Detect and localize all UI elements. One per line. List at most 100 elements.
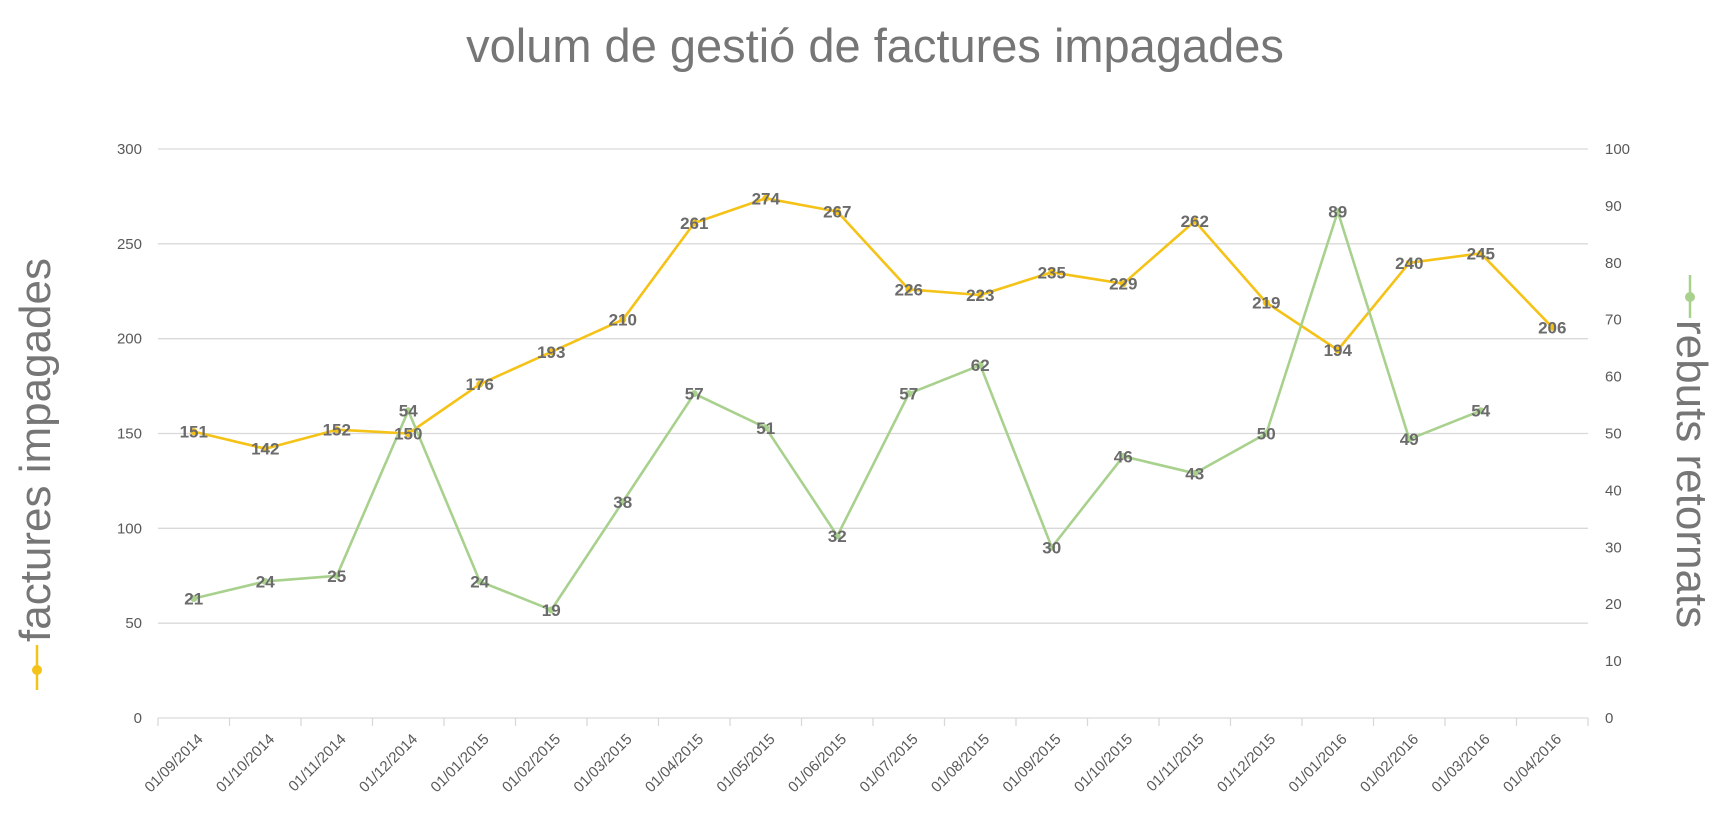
data-point [1405, 435, 1413, 443]
x-tick-label: 01/02/2015 [499, 731, 564, 796]
data-point [1191, 217, 1199, 225]
y-tick-label-left: 200 [117, 331, 142, 348]
x-tick-label: 01/01/2016 [1285, 731, 1350, 796]
x-tick-label: 01/11/2014 [285, 731, 349, 795]
data-label: 151 [180, 423, 208, 442]
data-label: 89 [1328, 203, 1347, 222]
data-label: 38 [613, 493, 632, 512]
x-tick-label: 01/09/2014 [141, 731, 206, 796]
data-point [1477, 249, 1485, 257]
data-label: 57 [899, 385, 918, 404]
data-label: 210 [609, 311, 637, 330]
y-tick-label-right: 30 [1605, 539, 1622, 556]
y-tick-label-right: 70 [1605, 312, 1622, 329]
gridlines [158, 148, 1588, 719]
x-tick-label: 01/03/2016 [1428, 731, 1493, 796]
y-axis-right-title: rebuts retornats [1667, 320, 1716, 628]
data-label: 49 [1400, 430, 1419, 449]
x-tick-label: 01/07/2015 [856, 731, 921, 796]
x-tick-label: 01/03/2015 [570, 731, 635, 796]
data-point [1048, 268, 1056, 276]
data-label: 43 [1185, 464, 1204, 483]
data-point [905, 285, 913, 293]
y-tick-label-right: 50 [1605, 426, 1622, 443]
x-tick-label: 01/12/2015 [1214, 731, 1279, 796]
data-point [404, 407, 412, 415]
y-tick-label-left: 100 [117, 520, 142, 537]
data-point [762, 424, 770, 432]
y-tick-label-right: 10 [1605, 653, 1622, 670]
data-label: 240 [1395, 254, 1423, 273]
data-label: 30 [1042, 538, 1061, 557]
x-tick-label: 01/10/2014 [213, 731, 278, 796]
x-tick-label: 01/02/2016 [1357, 731, 1422, 796]
data-label: 194 [1324, 341, 1353, 360]
data-point [1119, 280, 1127, 288]
data-point [190, 595, 198, 603]
y-tick-label-left: 150 [117, 426, 142, 443]
data-label: 25 [327, 567, 346, 586]
y-axis-left-title: factures impagades [11, 258, 60, 642]
data-label: 142 [251, 440, 279, 459]
x-tick-label: 01/11/2015 [1143, 731, 1207, 795]
y-tick-label-right: 100 [1605, 141, 1630, 158]
data-point [261, 445, 269, 453]
data-point [1334, 346, 1342, 354]
x-tick-label: 01/04/2016 [1500, 731, 1565, 796]
y-tick-label-right: 90 [1605, 198, 1622, 215]
x-axis-ticks: 01/09/2014 01/10/2014 01/11/2014 01/12/2014… [141, 718, 1589, 796]
data-point [905, 390, 913, 398]
data-label: 176 [466, 375, 494, 394]
data-point [190, 428, 198, 436]
data-label: 150 [394, 425, 422, 444]
data-label: 245 [1467, 244, 1495, 263]
y-tick-label-left: 300 [117, 141, 142, 158]
data-point [547, 348, 555, 356]
data-label: 54 [1471, 402, 1490, 421]
data-point [1477, 407, 1485, 415]
data-point [1191, 469, 1199, 477]
series-line-rebuts-retornats [193, 210, 1482, 612]
data-point [762, 194, 770, 202]
data-label: 261 [680, 214, 708, 233]
y-axis-right-title-group: rebuts retornats [1667, 275, 1716, 628]
y-tick-label-left: 50 [125, 615, 142, 632]
data-point [690, 390, 698, 398]
data-label: 50 [1257, 425, 1276, 444]
y-tick-label-left: 0 [134, 710, 142, 727]
data-labels: 151 142 152 150 176 193 210 261 274 267 226 223 235 2… [180, 189, 1567, 620]
data-point [1119, 452, 1127, 460]
data-label: 57 [685, 385, 704, 404]
x-tick-label: 01/05/2015 [713, 731, 778, 796]
data-point [833, 208, 841, 216]
legend-marker-left [32, 665, 42, 675]
data-label: 229 [1109, 275, 1137, 294]
x-tick-label: 01/09/2015 [999, 731, 1064, 796]
data-point [333, 426, 341, 434]
data-point [476, 577, 484, 585]
data-label: 21 [184, 590, 203, 609]
data-label: 274 [752, 189, 781, 208]
y-axis-left-ticks: 0 50 100 150 200 250 300 [117, 141, 142, 727]
series-line-factures-impagades [193, 197, 1554, 451]
data-label: 51 [756, 419, 775, 438]
data-point [1048, 543, 1056, 551]
data-point [333, 572, 341, 580]
y-axis-left-title-group: factures impagades [11, 258, 60, 690]
data-point [1548, 323, 1556, 331]
y-tick-label-left: 250 [117, 236, 142, 253]
data-point [1334, 208, 1342, 216]
data-label: 219 [1252, 294, 1280, 313]
series-lines [190, 194, 1556, 614]
legend-marker-right [1685, 292, 1695, 302]
chart-title: volum de gestió de factures impagades [466, 19, 1284, 72]
x-tick-label: 01/10/2015 [1071, 731, 1136, 796]
data-label: 19 [542, 601, 561, 620]
x-tick-label: 01/12/2014 [356, 731, 421, 796]
data-label: 54 [399, 402, 418, 421]
data-point [1262, 430, 1270, 437]
data-label: 24 [470, 572, 489, 591]
y-axis-right-ticks: 0 10 20 30 40 50 60 70 80 90 100 [1605, 141, 1630, 727]
y-tick-label-right: 60 [1605, 369, 1622, 386]
